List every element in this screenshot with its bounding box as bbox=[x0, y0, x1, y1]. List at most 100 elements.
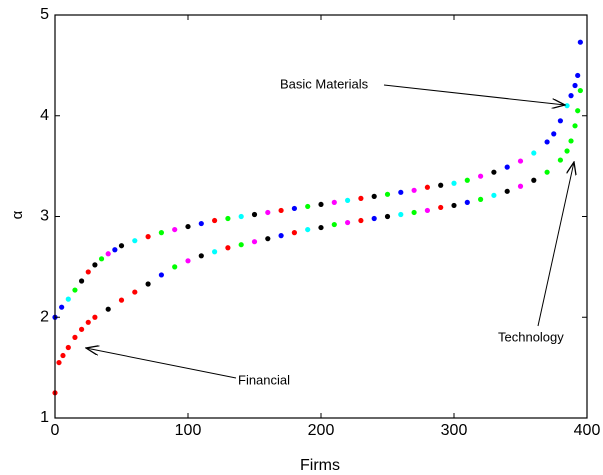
point bbox=[504, 188, 510, 194]
point bbox=[438, 204, 444, 211]
point bbox=[291, 205, 297, 212]
point bbox=[158, 272, 164, 278]
point bbox=[56, 359, 62, 366]
point bbox=[478, 196, 484, 202]
point bbox=[60, 352, 66, 359]
point bbox=[305, 203, 311, 210]
point bbox=[118, 297, 125, 303]
point bbox=[504, 164, 510, 170]
arrow bbox=[383, 84, 565, 105]
point bbox=[85, 269, 91, 275]
point bbox=[65, 296, 71, 302]
point bbox=[265, 236, 271, 242]
point bbox=[544, 169, 550, 175]
point bbox=[225, 215, 231, 222]
y-tick-label: 4 bbox=[40, 107, 49, 124]
point bbox=[331, 221, 337, 228]
point bbox=[278, 233, 284, 239]
point bbox=[251, 239, 258, 245]
y-tick-label: 3 bbox=[40, 208, 49, 225]
point bbox=[265, 209, 271, 216]
point bbox=[551, 131, 557, 137]
point bbox=[172, 226, 178, 233]
point bbox=[145, 281, 151, 287]
point bbox=[491, 192, 497, 198]
x-tick-label: 0 bbox=[51, 422, 60, 439]
point bbox=[318, 201, 324, 208]
plot-points bbox=[52, 39, 583, 396]
point bbox=[345, 197, 351, 203]
x-tick-label: 300 bbox=[441, 422, 468, 439]
point bbox=[278, 207, 284, 214]
point bbox=[568, 93, 574, 99]
point bbox=[198, 253, 204, 259]
point bbox=[575, 72, 581, 79]
point bbox=[575, 108, 581, 114]
point bbox=[411, 187, 417, 193]
x-tick-label: 400 bbox=[574, 422, 601, 439]
point bbox=[371, 193, 377, 199]
point bbox=[438, 182, 444, 188]
point bbox=[65, 344, 71, 351]
point bbox=[517, 158, 524, 164]
point bbox=[424, 184, 430, 190]
point bbox=[72, 287, 78, 293]
point bbox=[577, 87, 583, 94]
point bbox=[531, 177, 537, 183]
point bbox=[72, 334, 78, 340]
arrow bbox=[86, 348, 237, 379]
point bbox=[544, 139, 550, 145]
point bbox=[251, 211, 258, 218]
x-axis-label: Firms bbox=[300, 457, 340, 474]
point bbox=[517, 183, 524, 189]
point bbox=[451, 180, 457, 186]
point bbox=[424, 207, 430, 214]
point bbox=[145, 234, 151, 240]
point bbox=[572, 123, 578, 129]
point bbox=[384, 213, 391, 220]
point bbox=[564, 103, 570, 109]
point bbox=[92, 314, 98, 320]
point bbox=[92, 262, 98, 268]
x-tick-label: 200 bbox=[308, 422, 335, 439]
y-tick-label: 5 bbox=[40, 6, 49, 23]
y-tick-label: 1 bbox=[40, 409, 49, 426]
y-tick-label: 2 bbox=[40, 308, 49, 325]
point bbox=[358, 217, 364, 224]
y-axis-label: α bbox=[9, 210, 26, 219]
point bbox=[384, 191, 391, 197]
point bbox=[305, 226, 311, 233]
point bbox=[291, 230, 297, 236]
point bbox=[185, 223, 191, 230]
point bbox=[568, 138, 574, 144]
point bbox=[491, 169, 497, 175]
point bbox=[398, 211, 404, 218]
point bbox=[478, 173, 484, 179]
point bbox=[398, 189, 404, 195]
point bbox=[132, 289, 138, 295]
annotation: Technology bbox=[498, 329, 564, 344]
point bbox=[132, 238, 138, 244]
point bbox=[564, 148, 570, 154]
point bbox=[112, 247, 118, 253]
annotation: Basic Materials bbox=[280, 76, 369, 91]
point bbox=[331, 199, 337, 205]
annotation: Financial bbox=[238, 372, 290, 387]
point bbox=[531, 150, 537, 156]
point bbox=[464, 199, 470, 205]
point bbox=[345, 219, 351, 226]
point bbox=[79, 278, 85, 284]
point bbox=[572, 82, 578, 89]
point bbox=[59, 304, 65, 310]
point bbox=[371, 215, 377, 222]
point bbox=[98, 256, 105, 262]
point bbox=[318, 224, 324, 231]
point bbox=[105, 306, 111, 312]
arrow bbox=[537, 162, 574, 327]
point bbox=[118, 243, 125, 249]
point bbox=[158, 230, 164, 236]
point bbox=[557, 118, 564, 124]
point bbox=[79, 326, 85, 332]
point bbox=[172, 264, 178, 270]
